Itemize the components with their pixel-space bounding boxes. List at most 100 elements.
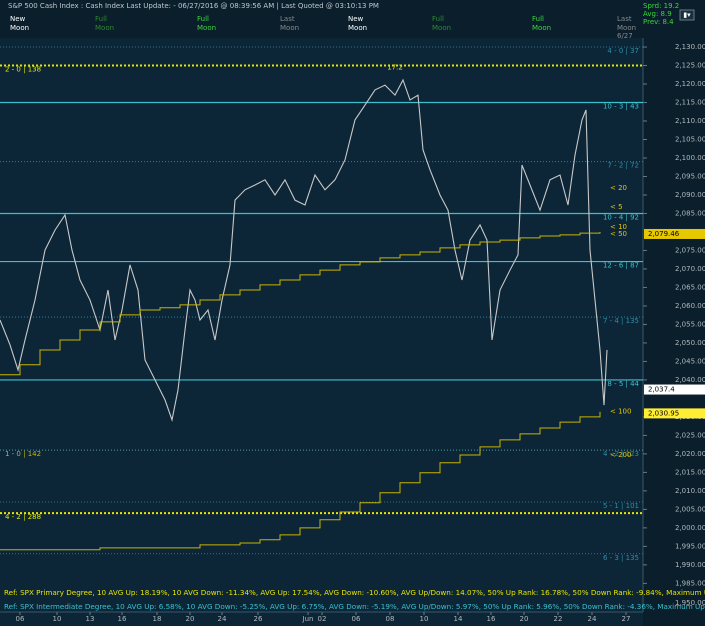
price-box-label: 2,037.4: [648, 386, 675, 394]
moving-average: [0, 231, 601, 376]
x-tick-label: 02: [318, 615, 327, 623]
y-tick-label: 2,045.00: [675, 357, 705, 365]
price-box: [644, 228, 705, 239]
moon-label: Moon: [432, 24, 451, 32]
level-label: 2 - 0 | 138: [5, 66, 41, 74]
footer-line: Ref: SPX Primary Degree, 10 AVG Up: 18.1…: [4, 588, 705, 597]
y-tick-label: 1,990.00: [675, 561, 705, 569]
menu-button[interactable]: [679, 9, 695, 21]
x-tick-label: 10: [53, 615, 62, 623]
level-label: 8 - 5 | 44: [607, 380, 639, 388]
moon-label: Moon: [280, 24, 299, 32]
y-tick-label: 2,120.00: [675, 80, 705, 88]
x-tick-label: 27: [622, 615, 631, 623]
moon-label: Moon: [95, 24, 114, 32]
y-tick-label: 1,995.00: [675, 542, 705, 550]
x-tick-label: 08: [386, 615, 395, 623]
ma-label: < 100: [610, 408, 631, 416]
level-label: 4 - 0 | 37: [607, 47, 639, 55]
moon-label: Moon: [617, 24, 636, 32]
x-tick-label: 24: [218, 615, 227, 623]
stat-label: Prev: 8.4: [643, 18, 674, 26]
y-axis-panel: [643, 38, 705, 626]
moon-label: Full: [95, 15, 107, 23]
level-label: 10 - 4 | 92: [603, 213, 639, 221]
moon-label: Last: [617, 15, 632, 23]
header-bar: [0, 0, 705, 38]
stat-label: Avg: 8.9: [643, 10, 672, 18]
y-tick-label: 2,055.00: [675, 320, 705, 328]
price-box-label: 2,030.95: [648, 409, 679, 417]
moon-label: Full: [532, 15, 544, 23]
price-box: [644, 384, 705, 395]
y-tick-label: 2,070.00: [675, 265, 705, 273]
y-tick-label: 2,110.00: [675, 117, 705, 125]
price-box: [644, 408, 705, 419]
y-tick-label: 2,015.00: [675, 468, 705, 476]
level-label: 10 - 3 | 43: [603, 103, 639, 111]
x-tick-label: 20: [186, 615, 195, 623]
moon-date: 6/27: [617, 32, 633, 40]
ma-label: < 5: [610, 203, 623, 211]
moving-average: [0, 411, 601, 551]
x-tick-label: 20: [520, 615, 529, 623]
y-tick-label: 2,090.00: [675, 191, 705, 199]
moon-label: Moon: [348, 24, 367, 32]
y-tick-label: 2,050.00: [675, 339, 705, 347]
level-label: 4 - 2 | 288: [5, 513, 41, 521]
moon-label: Full: [197, 15, 209, 23]
x-tick-label: 26: [254, 615, 263, 623]
moon-label: Last: [280, 15, 295, 23]
x-tick-label: 16: [118, 615, 127, 623]
moon-label: New: [10, 15, 26, 23]
y-tick-label: 2,065.00: [675, 283, 705, 291]
x-tick-label: Jun: [302, 615, 314, 623]
menu-icon[interactable]: ▮▾: [683, 11, 691, 19]
y-tick-label: 2,105.00: [675, 135, 705, 143]
x-tick-label: 18: [153, 615, 162, 623]
x-tick-label: 10: [420, 615, 429, 623]
x-tick-label: 14: [454, 615, 463, 623]
level-label: 1 - 0 | 142: [5, 450, 41, 458]
y-tick-label: 2,085.00: [675, 209, 705, 217]
moon-label: Moon: [10, 24, 29, 32]
y-tick-label: 2,095.00: [675, 172, 705, 180]
level-label: 7 - 4 | 135: [603, 317, 639, 325]
y-tick-label: 2,115.00: [675, 99, 705, 107]
x-tick-label: 24: [588, 615, 597, 623]
price-line: [0, 78, 608, 422]
x-tick-label: 16: [487, 615, 496, 623]
ma-label: < 200: [610, 451, 631, 459]
moon-label: Full: [432, 15, 444, 23]
x-tick-label: 13: [86, 615, 95, 623]
y-tick-label: 2,040.00: [675, 376, 705, 384]
y-tick-label: 2,075.00: [675, 246, 705, 254]
y-tick-label: 2,100.00: [675, 154, 705, 162]
ma-label: < 50: [610, 230, 627, 238]
peak-label: 17.2: [387, 63, 403, 71]
level-label: 6 - 3 | 135: [603, 554, 639, 562]
moon-label: New: [348, 15, 364, 23]
footer-line: Ref: SPX Intermediate Degree, 10 AVG Up:…: [4, 602, 705, 611]
level-label: 12 - 6 | 87: [603, 262, 639, 270]
price-box-label: 2,079.46: [648, 230, 680, 238]
x-tick-label: 06: [352, 615, 361, 623]
moon-label: Moon: [197, 24, 216, 32]
ma-label: < 20: [610, 184, 627, 192]
ma-label: < 10: [610, 223, 627, 231]
x-tick-label: 06: [16, 615, 25, 623]
stat-label: Sprd: 19.2: [643, 2, 679, 10]
level-label: 7 - 2 | 72: [607, 162, 639, 170]
y-tick-label: 2,000.00: [675, 524, 705, 532]
x-tick-label: 22: [554, 615, 563, 623]
y-tick-label: 2,130.00: [675, 43, 705, 51]
level-label: 5 - 1 | 101: [603, 502, 639, 510]
moon-label: Moon: [532, 24, 551, 32]
header-title: S&P 500 Cash Index : Cash Index Last Upd…: [8, 2, 379, 10]
y-tick-label: 2,125.00: [675, 62, 705, 70]
y-axis-note: 1,950.00: [675, 599, 705, 607]
level-label: 4 - 2 | 123: [603, 450, 639, 458]
y-tick-label: 2,020.00: [675, 450, 705, 458]
